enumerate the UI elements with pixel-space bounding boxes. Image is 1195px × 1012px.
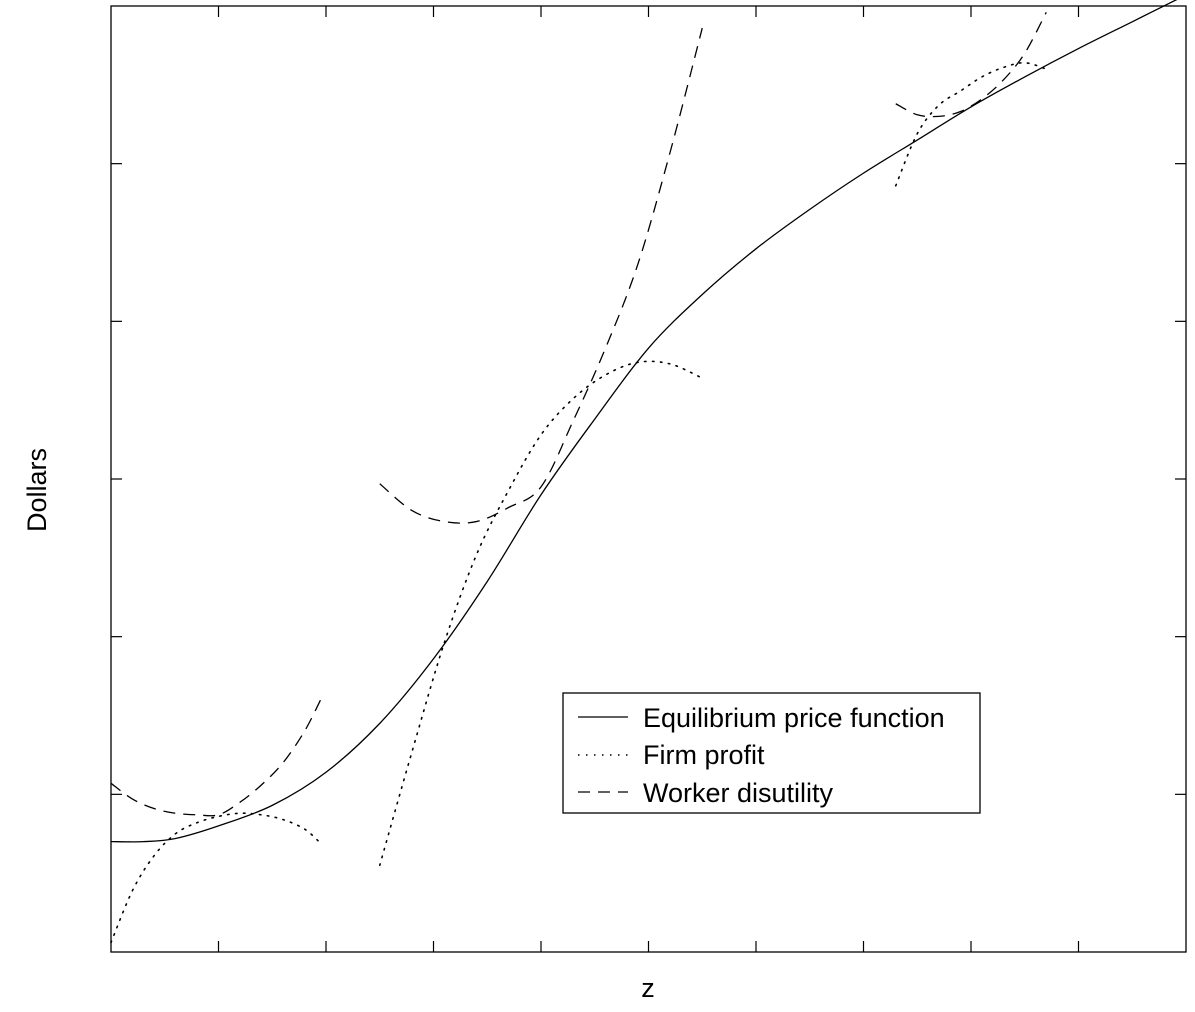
series-equilibrium-price-function-line — [110, 0, 1178, 843]
series-firm-profit-line-1 — [110, 812, 322, 944]
legend-label-worker-disutility: Worker disutility — [643, 778, 834, 808]
series-worker-disutility-line-1 — [110, 699, 322, 817]
series-worker-disutility-line-2 — [379, 27, 703, 524]
legend-label-equilibrium-price: Equilibrium price function — [643, 703, 945, 733]
legend-label-firm-profit: Firm profit — [643, 740, 765, 770]
series-worker-disutility-line-3 — [895, 12, 1047, 118]
legend-box — [562, 692, 981, 814]
y-axis-label: Dollars — [22, 448, 52, 532]
axis-ticks — [111, 6, 1186, 952]
series-layer — [110, 0, 1178, 944]
x-axis-label: z — [641, 973, 655, 1003]
legend: Equilibrium price function Firm profit W… — [562, 692, 981, 814]
series-firm-profit-line-3 — [894, 61, 1048, 187]
